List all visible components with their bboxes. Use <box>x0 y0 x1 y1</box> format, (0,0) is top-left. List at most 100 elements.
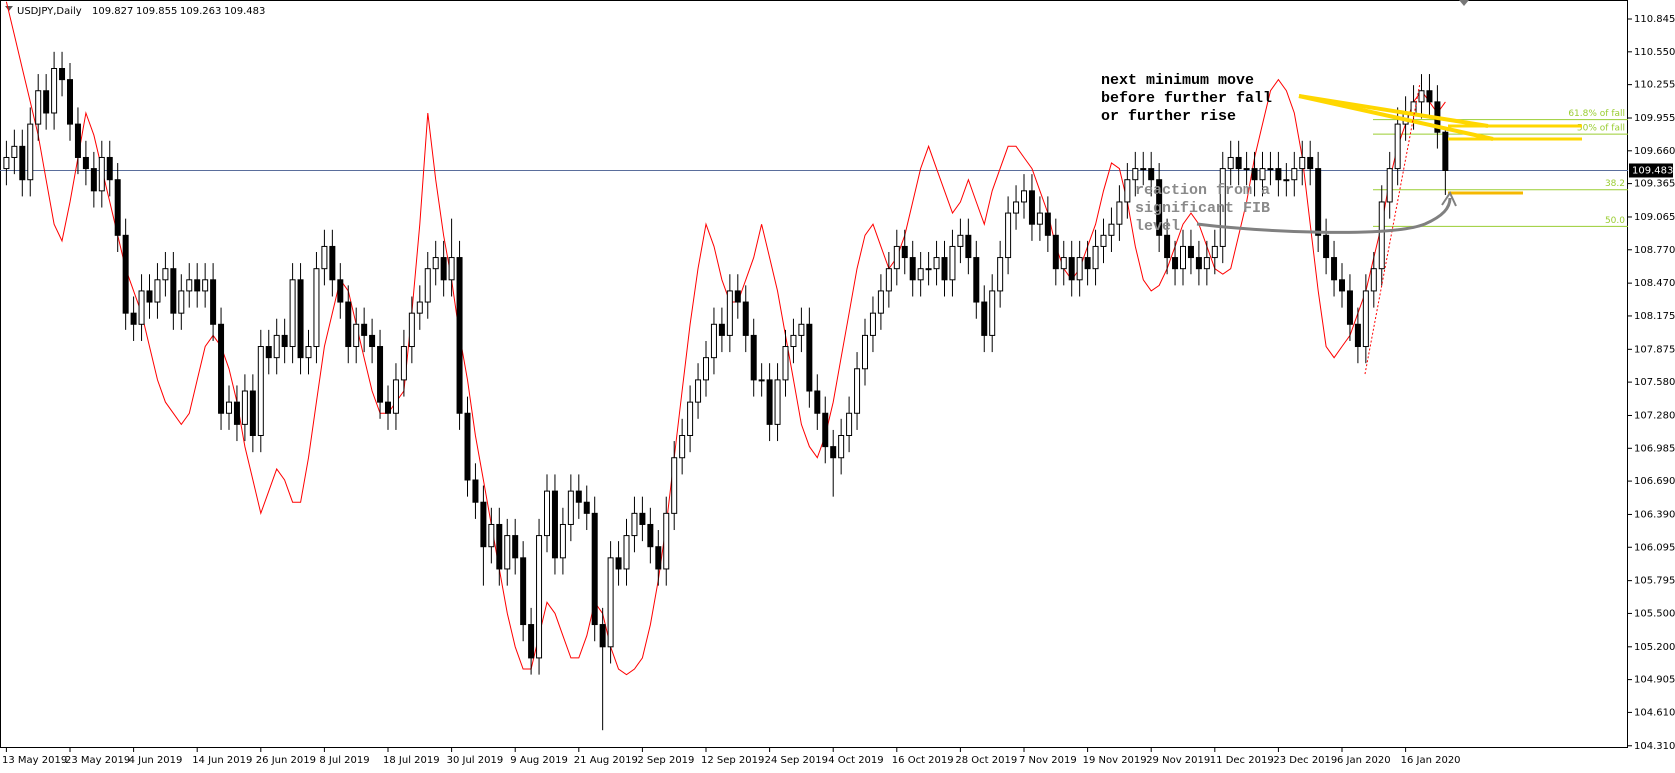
candles <box>3 51 1449 731</box>
candle-body <box>1187 245 1194 259</box>
y-tick-label: 107.580 <box>1634 377 1675 388</box>
y-tick-label: 109.365 <box>1634 179 1675 190</box>
x-tick-label: 23 May 2019 <box>65 755 130 766</box>
x-tick-label: 30 Jul 2019 <box>447 755 504 766</box>
x-tick-label: 8 Jul 2019 <box>319 755 369 766</box>
candle-body <box>448 257 455 281</box>
candle-body <box>273 334 280 359</box>
y-tick-label: 106.390 <box>1634 509 1675 520</box>
candle-body <box>750 334 757 381</box>
candle-body <box>536 535 543 659</box>
candle-body <box>51 68 58 114</box>
y-tick-label: 105.795 <box>1634 576 1675 587</box>
candle-body <box>313 268 320 348</box>
annotation: level <box>1135 218 1180 235</box>
x-tick-label: 18 Jul 2019 <box>383 755 440 766</box>
candle-body <box>281 334 288 348</box>
candle-body <box>504 535 511 570</box>
candle-body <box>1394 123 1401 170</box>
candle-body <box>1044 212 1051 236</box>
candle-body <box>607 557 614 648</box>
price-label: 109.483 <box>1632 165 1673 176</box>
candle-body <box>1227 156 1234 170</box>
candle-body <box>782 346 789 381</box>
y-tick-label: 107.875 <box>1634 344 1675 355</box>
candle-body <box>1005 212 1012 259</box>
candle-body <box>710 323 717 359</box>
candle-body <box>925 268 932 271</box>
shift-marker <box>1459 0 1469 6</box>
candle-body <box>170 268 177 314</box>
candle-body <box>1100 234 1107 247</box>
candle-body <box>647 523 654 548</box>
x-tick-label: 4 Jun 2019 <box>129 755 183 766</box>
candle-body <box>1267 168 1274 171</box>
candle-body <box>1283 179 1290 182</box>
candle-body <box>305 346 312 359</box>
candle-body <box>1132 168 1139 181</box>
candle-body <box>981 301 988 336</box>
candle-body <box>59 68 66 81</box>
candle-body <box>67 79 73 125</box>
candle-body <box>599 624 606 648</box>
candle-body <box>408 312 415 348</box>
candle-body <box>90 168 97 192</box>
candle-body <box>512 535 519 559</box>
candle-body <box>869 312 876 336</box>
candle-body <box>1378 201 1385 270</box>
candle-body <box>973 257 980 303</box>
candle-body <box>734 290 741 303</box>
x-tick-label: 12 Sep 2019 <box>701 755 764 766</box>
indicator-line <box>5 1 1446 676</box>
candle-body <box>742 301 749 336</box>
candle-body <box>1092 245 1099 270</box>
candle-body <box>138 290 145 325</box>
x-tick-label: 26 Jun 2019 <box>256 755 316 766</box>
annotation: next minimum move <box>1101 72 1254 89</box>
ohlc-low: 109.263 <box>180 6 221 17</box>
candle-body <box>814 390 821 414</box>
y-tick-label: 105.500 <box>1634 608 1675 619</box>
candle-body <box>854 368 861 414</box>
candle-body <box>1339 279 1345 292</box>
candle-body <box>43 90 50 114</box>
candle-body <box>718 323 725 336</box>
candle-body <box>218 323 225 414</box>
candle-body <box>1275 168 1282 181</box>
x-tick-label: 6 Jan 2020 <box>1337 755 1391 766</box>
fib-trendline <box>1364 82 1421 375</box>
candle-body <box>703 357 709 381</box>
candle-body <box>1299 156 1306 170</box>
candle-body <box>758 379 765 382</box>
candle-body <box>631 512 638 537</box>
fib-label: 50.0 <box>1605 216 1625 226</box>
x-tick-label: 23 Dec 2019 <box>1273 755 1337 766</box>
candle-body <box>1235 156 1242 170</box>
price-label-bg <box>1629 163 1673 178</box>
y-tick-label: 107.280 <box>1634 410 1675 421</box>
candle-body <box>480 501 487 548</box>
candle-body <box>297 279 304 359</box>
candle-body <box>774 379 781 425</box>
annotation: or further rise <box>1101 108 1236 125</box>
annotation: before further fall <box>1101 90 1272 107</box>
candle-body <box>1410 101 1417 114</box>
candle-body <box>1021 190 1027 203</box>
candle-body <box>496 523 503 570</box>
fib-label: 61.8% of fall <box>1568 109 1625 119</box>
candle-body <box>1148 168 1155 181</box>
y-tick-label: 106.985 <box>1634 443 1675 454</box>
candle-body <box>838 434 845 459</box>
candle-body <box>377 346 384 403</box>
candle-body <box>917 268 924 281</box>
candle-body <box>361 323 368 336</box>
candle-body <box>257 346 264 436</box>
candle-body <box>559 523 566 559</box>
candle-body <box>186 279 193 292</box>
candle-body <box>909 257 916 281</box>
y-tick-label: 104.310 <box>1634 741 1675 752</box>
candle-body <box>822 412 829 448</box>
candle-body <box>194 279 201 292</box>
candle-body <box>472 479 479 503</box>
y-tick-label: 104.905 <box>1634 675 1675 686</box>
